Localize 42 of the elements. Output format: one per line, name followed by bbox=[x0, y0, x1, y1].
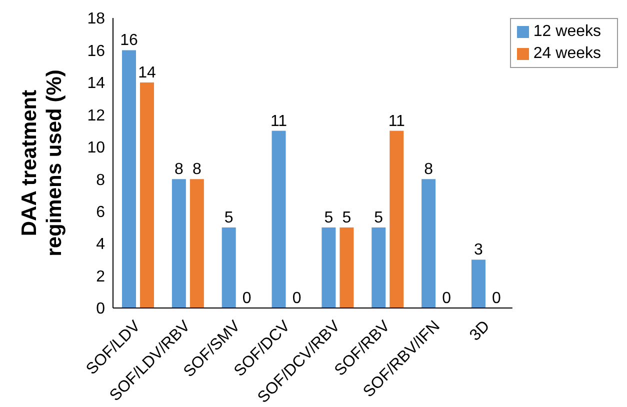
y-tick-label: 10 bbox=[87, 140, 106, 157]
bar bbox=[390, 130, 404, 308]
y-tick-label: 6 bbox=[96, 204, 106, 222]
data-label: 5 bbox=[324, 209, 334, 226]
bar bbox=[422, 179, 436, 308]
bar bbox=[372, 227, 386, 308]
data-label: 0 bbox=[242, 290, 252, 307]
y-tick-label: 0 bbox=[96, 300, 106, 318]
data-label: 3 bbox=[474, 242, 484, 259]
data-label: 14 bbox=[138, 64, 156, 82]
y-tick-label: 12 bbox=[87, 107, 106, 124]
bar bbox=[222, 227, 236, 308]
bar bbox=[190, 179, 204, 308]
data-label: 11 bbox=[388, 112, 406, 130]
bar bbox=[340, 227, 354, 308]
data-label: 16 bbox=[120, 32, 138, 50]
y-tick-label: 8 bbox=[96, 172, 106, 189]
y-tick-label: 16 bbox=[87, 42, 106, 60]
data-label: 5 bbox=[342, 209, 352, 226]
data-label: 0 bbox=[492, 290, 502, 307]
bar bbox=[172, 179, 186, 308]
y-tick-label: 4 bbox=[96, 236, 106, 254]
data-label: 8 bbox=[174, 161, 184, 178]
bar bbox=[272, 130, 286, 308]
x-tick-label: 3D bbox=[466, 318, 494, 344]
bar bbox=[140, 82, 154, 308]
data-label: 0 bbox=[292, 290, 302, 307]
bar bbox=[122, 50, 136, 308]
data-label: 8 bbox=[424, 161, 434, 178]
data-label: 5 bbox=[374, 209, 384, 226]
y-tick-label: 18 bbox=[87, 10, 106, 28]
data-label: 8 bbox=[192, 161, 202, 178]
data-label: 5 bbox=[224, 209, 234, 226]
data-label: 11 bbox=[270, 112, 288, 130]
legend-label: 24 weeks bbox=[533, 45, 601, 62]
bar bbox=[322, 227, 336, 308]
legend-label: 12 weeks bbox=[533, 23, 601, 40]
y-tick-label: 14 bbox=[87, 75, 106, 92]
y-tick-label: 2 bbox=[96, 268, 106, 286]
y-axis-title: DAA treatment regimens used (%) bbox=[18, 70, 66, 256]
bar bbox=[471, 260, 486, 308]
data-label: 0 bbox=[442, 290, 452, 307]
